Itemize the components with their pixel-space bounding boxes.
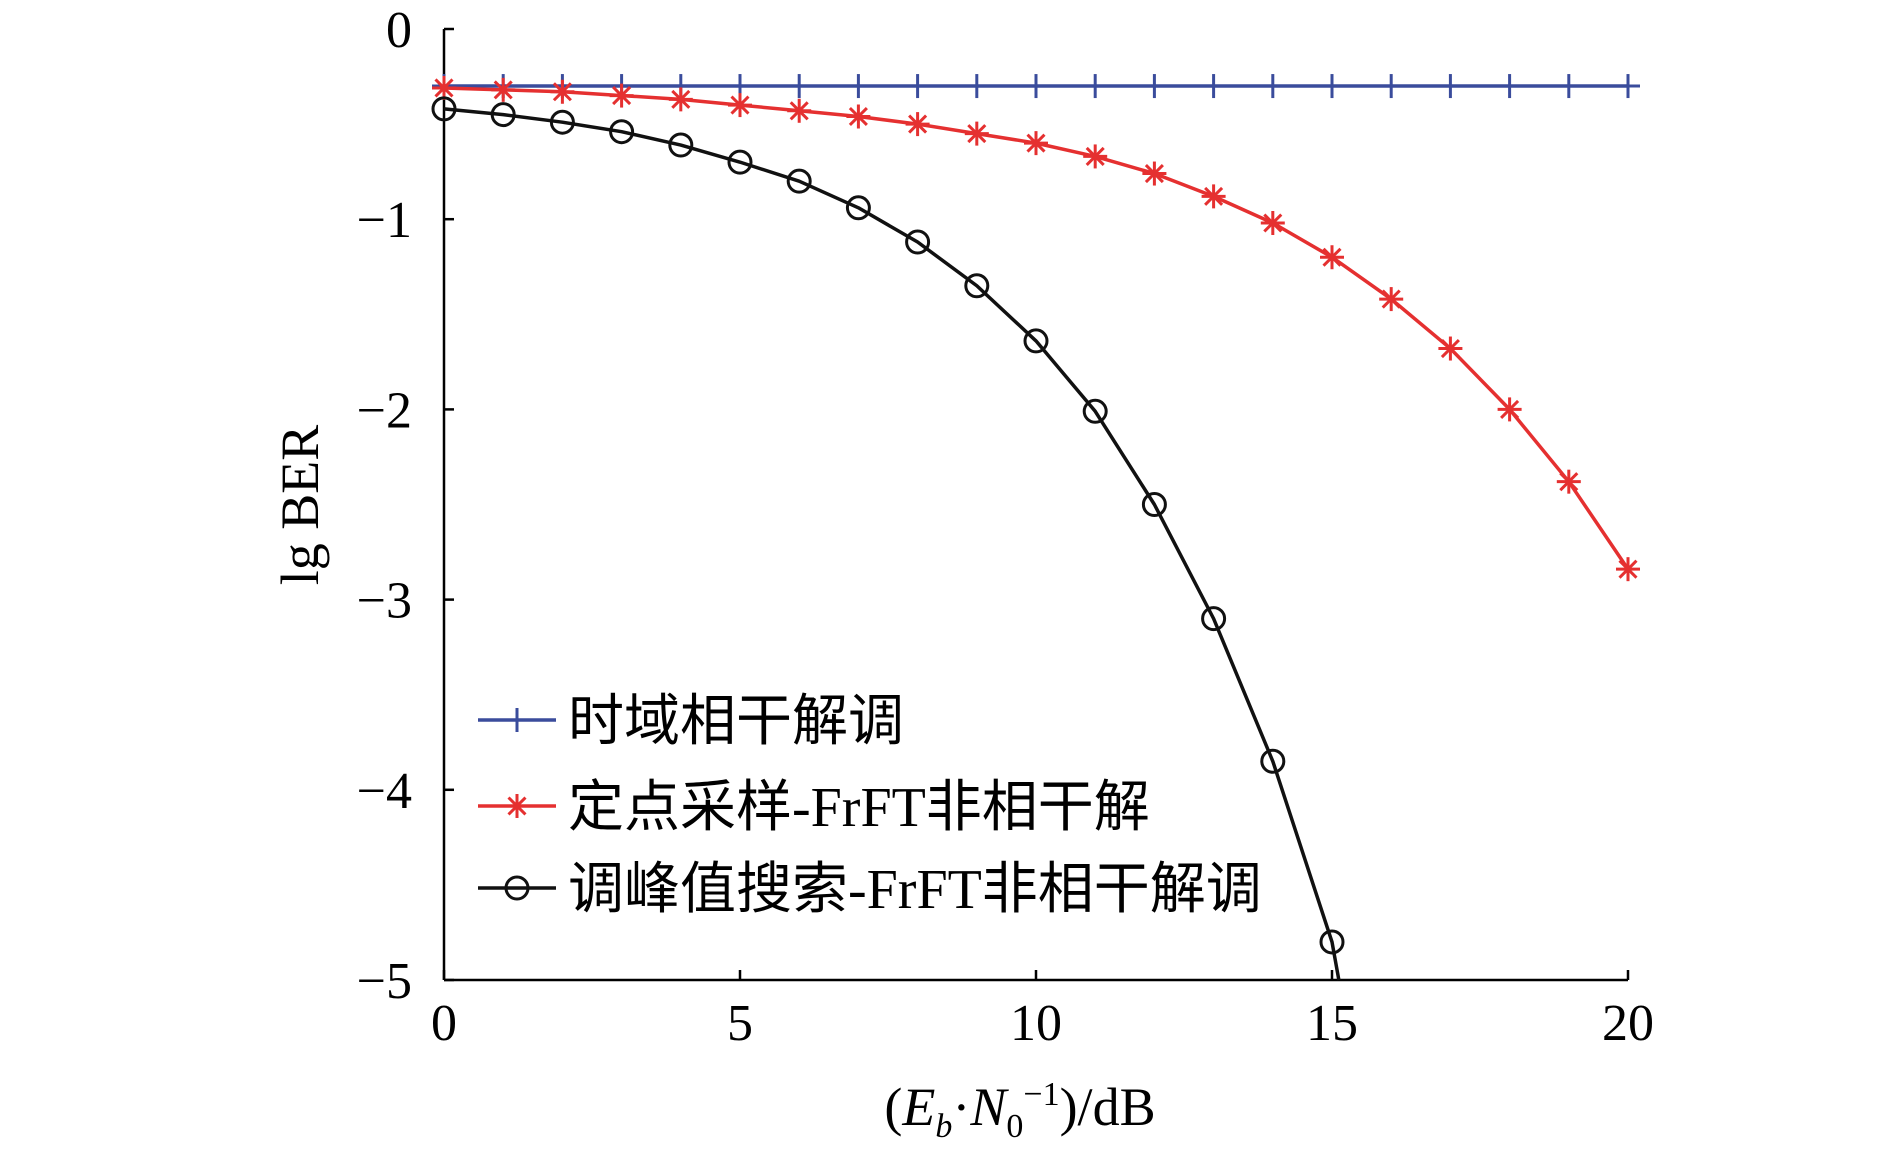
- point-1-2: [550, 79, 575, 104]
- point-2-6: [786, 168, 812, 194]
- y-tick-label-5: −5: [357, 953, 412, 1010]
- point-2-7: [845, 195, 871, 221]
- point-2-0: [431, 96, 457, 122]
- series-2: [431, 96, 1345, 981]
- legend-label-2: 调峰值搜索-FrFT非相干解调: [568, 859, 1262, 921]
- point-2-14: [1260, 748, 1286, 774]
- point-0-15: [1320, 74, 1344, 99]
- point-2-9: [964, 273, 990, 299]
- x-title-close: )/dB: [1060, 1077, 1156, 1137]
- point-1-0: [432, 75, 456, 100]
- series-1: [432, 75, 1640, 582]
- x-title-n: N: [969, 1077, 1009, 1137]
- point-2-13: [1201, 606, 1227, 632]
- legend-marker-0: [505, 708, 529, 732]
- legend-item-2: 调峰值搜索-FrFT非相干解调: [478, 859, 1262, 921]
- point-1-14: [1260, 211, 1285, 236]
- legend-marker-2: [504, 875, 530, 901]
- x-tick-label-3: 15: [1306, 995, 1358, 1052]
- point-1-12: [1142, 161, 1167, 186]
- point-2-3: [609, 119, 635, 145]
- legend-label-0: 时域相干解调: [568, 691, 904, 753]
- point-1-3: [609, 83, 634, 108]
- y-axis-title: lg BER: [270, 425, 330, 586]
- point-1-19: [1556, 469, 1581, 494]
- point-2-4: [668, 132, 694, 158]
- point-2-5: [727, 149, 753, 175]
- point-1-4: [668, 87, 693, 112]
- legend-marker-1: [505, 794, 529, 818]
- point-2-12: [1141, 492, 1167, 517]
- point-1-7: [846, 104, 871, 129]
- point-1-17: [1438, 336, 1463, 361]
- point-0-6: [787, 74, 812, 99]
- point-1-20: [1616, 557, 1640, 582]
- x-title-e-sub: b: [935, 1108, 952, 1145]
- point-1-16: [1379, 287, 1404, 312]
- x-title-n-sup: −1: [1023, 1076, 1059, 1113]
- point-1-1: [491, 77, 516, 102]
- point-2-10: [1023, 328, 1049, 354]
- x-title-open: (: [884, 1077, 902, 1137]
- x-tick-label-2: 10: [1010, 995, 1062, 1052]
- legend-label-1: 定点采样-FrFT非相干解: [568, 777, 1150, 839]
- x-tick-label-0: 0: [431, 995, 457, 1052]
- x-tick-label-1: 5: [727, 995, 753, 1052]
- point-1-13: [1201, 184, 1226, 209]
- point-0-18: [1497, 74, 1522, 99]
- y-tick-label-2: −2: [357, 382, 412, 439]
- point-1-5: [728, 93, 752, 118]
- point-1-8: [905, 112, 930, 137]
- point-0-9: [964, 74, 989, 99]
- point-0-17: [1438, 74, 1463, 99]
- point-2-15: [1319, 929, 1345, 955]
- point-0-11: [1083, 74, 1108, 99]
- x-title-n-sub: 0: [1006, 1108, 1023, 1145]
- point-0-8: [905, 74, 930, 99]
- point-2-8: [905, 229, 931, 255]
- x-axis-title: (Eb·N0−1)/dB: [884, 1076, 1155, 1145]
- point-0-19: [1556, 74, 1581, 99]
- ticks: 0 5 10 15 20 0 −1 −2 −3 −4 −5: [357, 2, 1654, 1052]
- point-2-2: [549, 109, 575, 135]
- point-0-16: [1379, 74, 1404, 99]
- y-tick-label-1: −1: [357, 192, 412, 249]
- point-0-20: [1616, 74, 1640, 99]
- x-title-e: E: [901, 1077, 935, 1137]
- series-layer: [431, 74, 1640, 981]
- point-0-10: [1024, 74, 1048, 99]
- point-0-7: [846, 74, 871, 99]
- point-1-15: [1320, 245, 1344, 270]
- x-tick-label-4: 20: [1602, 995, 1654, 1052]
- point-2-1: [490, 102, 516, 128]
- y-tick-label-4: −4: [357, 763, 412, 820]
- x-title-dot: ·: [952, 1077, 970, 1137]
- point-1-6: [787, 98, 812, 123]
- point-0-14: [1260, 74, 1285, 99]
- point-0-13: [1201, 74, 1226, 99]
- point-1-10: [1024, 131, 1048, 156]
- point-2-11: [1082, 398, 1108, 424]
- legend-item-1: 定点采样-FrFT非相干解: [478, 777, 1150, 839]
- point-1-9: [964, 121, 989, 146]
- point-0-12: [1142, 74, 1167, 99]
- legend-item-0: 时域相干解调: [478, 691, 904, 753]
- y-tick-label-0: 0: [386, 2, 412, 59]
- point-1-11: [1083, 144, 1108, 169]
- y-tick-label-3: −3: [357, 573, 412, 630]
- point-1-18: [1497, 397, 1522, 422]
- series-line-2: [443, 107, 1341, 981]
